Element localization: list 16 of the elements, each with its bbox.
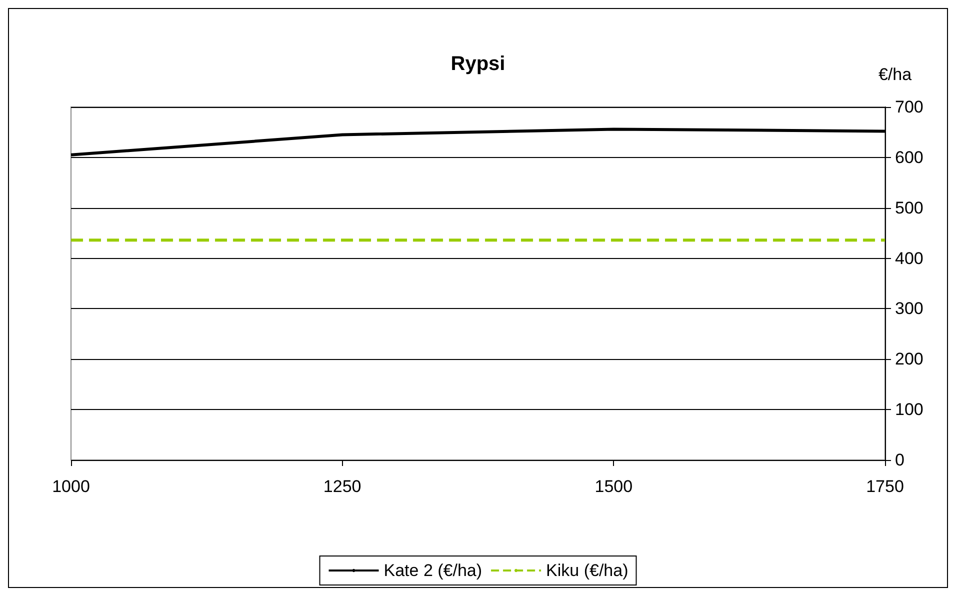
y-axis-title: €/ha (878, 65, 912, 84)
chart-title: Rypsi (450, 53, 506, 75)
y-tick-label: 300 (895, 299, 924, 318)
y-tick-label: 700 (895, 98, 924, 116)
y-tick-label: 500 (895, 198, 924, 218)
y-tick-label: 200 (895, 350, 924, 369)
x-tick-label: 1500 (594, 477, 633, 496)
x-tick-label: 1000 (52, 477, 90, 496)
legend-label: Kiku (€/ha) (546, 561, 628, 580)
legend-label: Kate 2 (€/ha) (384, 561, 482, 580)
y-tick-label: 0 (895, 450, 904, 470)
x-tick-label: 1250 (323, 477, 362, 496)
y-tick-label: 600 (895, 148, 924, 167)
x-tick-label: 1750 (866, 477, 904, 496)
y-tick-label: 400 (895, 248, 924, 268)
y-tick-label: 100 (895, 400, 924, 420)
